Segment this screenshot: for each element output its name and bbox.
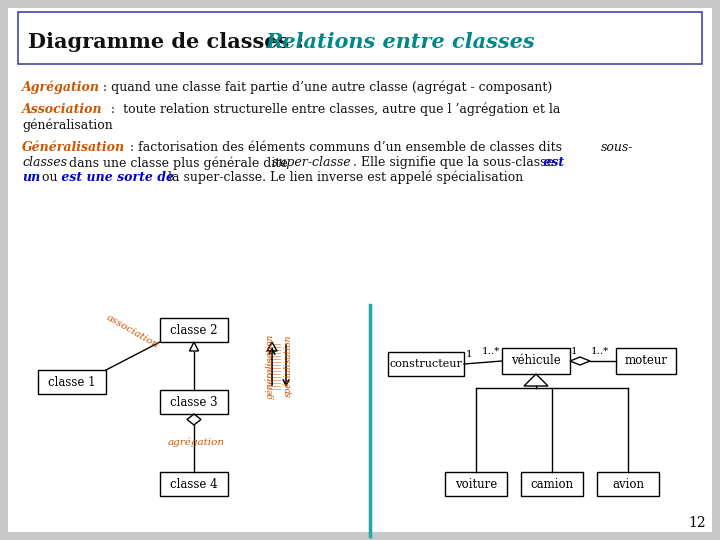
Text: classe 4: classe 4: [170, 477, 218, 490]
Bar: [521, 472, 583, 496]
Text: la super-classe. Le lien inverse est appelé spécialisation: la super-classe. Le lien inverse est app…: [164, 171, 523, 185]
Text: Généralisation: Généralisation: [22, 141, 125, 154]
Text: 1: 1: [571, 347, 577, 356]
Bar: [388, 352, 464, 376]
Bar: [38, 370, 106, 394]
Bar: [160, 472, 228, 496]
Text: 12: 12: [688, 516, 706, 530]
Text: spécialisation: spécialisation: [283, 335, 293, 397]
Text: 1..*: 1..*: [591, 347, 609, 356]
Text: généralisation: généralisation: [22, 118, 113, 132]
Text: Agrégation: Agrégation: [22, 80, 100, 93]
Text: voiture: voiture: [455, 477, 497, 490]
Text: sous-: sous-: [601, 141, 634, 154]
Text: association: association: [105, 313, 161, 350]
Text: généralisation: généralisation: [265, 333, 275, 399]
Text: super-classe: super-classe: [268, 156, 351, 169]
Text: : quand une classe fait partie d’une autre classe (agrégat - composant): : quand une classe fait partie d’une aut…: [103, 80, 552, 93]
Text: . Elle signifie que la sous-classe: . Elle signifie que la sous-classe: [353, 156, 554, 169]
Text: ou: ou: [38, 171, 58, 184]
Bar: [616, 348, 676, 374]
Bar: [160, 318, 228, 342]
Text: est: est: [539, 156, 564, 169]
Text: Relations entre classes: Relations entre classes: [265, 32, 535, 52]
Text: véhicule: véhicule: [511, 354, 561, 368]
Text: camion: camion: [531, 477, 574, 490]
Bar: [18, 12, 702, 64]
Text: Diagramme de classes :: Diagramme de classes :: [28, 32, 311, 52]
Text: est une sorte de: est une sorte de: [57, 171, 174, 184]
Text: classes: classes: [22, 156, 67, 169]
Text: classe 3: classe 3: [170, 395, 218, 408]
Text: 1: 1: [466, 350, 472, 359]
Bar: [597, 472, 659, 496]
Text: classe 2: classe 2: [170, 323, 217, 336]
Text: agrégation: agrégation: [168, 437, 225, 447]
Text: : factorisation des éléments communs d’un ensemble de classes dits: : factorisation des éléments communs d’u…: [130, 141, 562, 154]
Text: :  toute relation structurelle entre classes, autre que l ’agrégation et la: : toute relation structurelle entre clas…: [111, 103, 560, 117]
Text: classe 1: classe 1: [48, 375, 96, 388]
Text: 1..*: 1..*: [482, 347, 500, 356]
Text: un: un: [22, 171, 40, 184]
Text: constructeur: constructeur: [390, 359, 462, 369]
Bar: [160, 390, 228, 414]
Text: dans une classe plus générale dite: dans une classe plus générale dite: [65, 156, 288, 170]
Bar: [445, 472, 507, 496]
Text: avion: avion: [612, 477, 644, 490]
Text: Association: Association: [22, 103, 103, 116]
Text: moteur: moteur: [624, 354, 667, 368]
Bar: [502, 348, 570, 374]
